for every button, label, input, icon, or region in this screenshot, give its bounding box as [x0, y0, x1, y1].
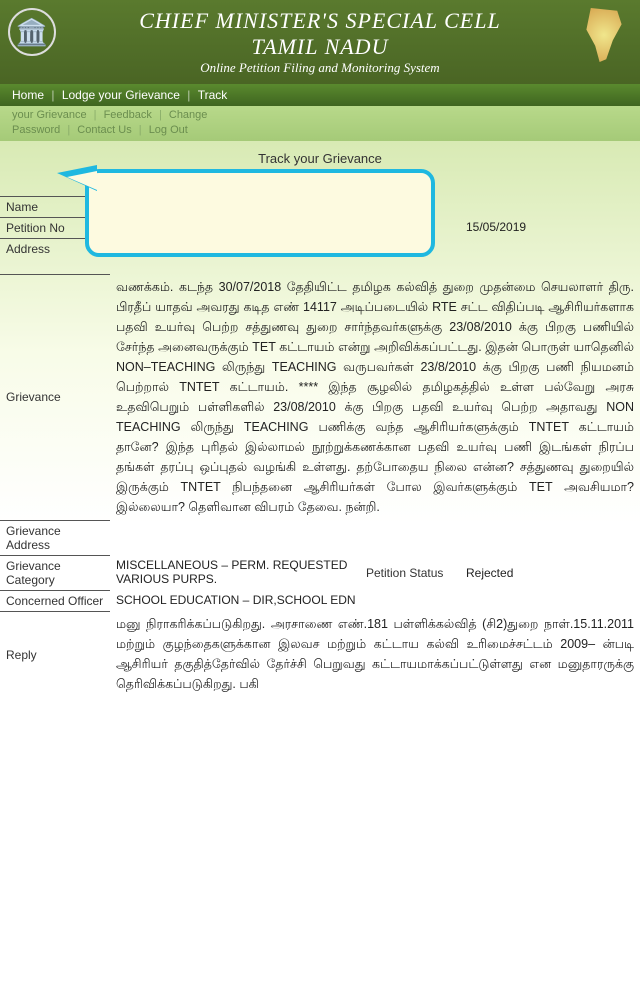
grievance-address-label: Grievance Address [0, 520, 110, 555]
nav-lodge[interactable]: Lodge your Grievance [62, 88, 180, 102]
nav-logout[interactable]: Log Out [149, 124, 188, 136]
grievance-category-value: MISCELLANEOUS – PERM. REQUESTED VARIOUS … [110, 555, 360, 590]
nav-your-grievance[interactable]: your Grievance [12, 109, 87, 121]
nav-secondary: your Grievance | Feedback | Change Passw… [0, 106, 640, 141]
nav-change[interactable]: Change [169, 109, 208, 121]
officer-label: Concerned Officer [0, 590, 110, 611]
content-area: Track your Grievance Name Petition No 15… [0, 141, 640, 991]
nav-password[interactable]: Password [12, 124, 60, 136]
tn-emblem-left: 🏛️ [8, 8, 58, 66]
nav-sep: | [51, 88, 54, 102]
officer-value: SCHOOL EDUCATION – DIR,SCHOOL EDN [110, 590, 640, 611]
nav-contact[interactable]: Contact Us [77, 124, 131, 136]
app-header: 🏛️ CHIEF MINISTER'S SPECIAL CELL TAMIL N… [0, 0, 640, 84]
grievance-label: Grievance [0, 274, 110, 520]
nav-sep: | [139, 124, 142, 136]
petition-date: 15/05/2019 [460, 217, 640, 238]
grievance-address-value [110, 520, 640, 555]
nav-feedback[interactable]: Feedback [104, 109, 152, 121]
nav-home[interactable]: Home [12, 88, 44, 102]
page-title: Track your Grievance [0, 151, 640, 166]
petition-status-value: Rejected [460, 555, 640, 590]
title-line1: CHIEF MINISTER'S SPECIAL CELL [139, 8, 500, 34]
nav-sep: | [94, 109, 97, 121]
nav-track[interactable]: Track [198, 88, 228, 102]
title-line2: TAMIL NADU [139, 34, 500, 60]
redaction-overlay [85, 169, 435, 257]
reply-text: மனு நிராகரிக்கப்படுகிறது. அரசாணை எண்.181… [110, 611, 640, 697]
header-text: CHIEF MINISTER'S SPECIAL CELL TAMIL NADU… [139, 8, 500, 76]
nav-primary: Home | Lodge your Grievance | Track [0, 84, 640, 106]
petition-status-label: Petition Status [360, 555, 460, 590]
grievance-form: Name Petition No 15/05/2019 Address Grie… [0, 196, 640, 698]
header-subtitle: Online Petition Filing and Monitoring Sy… [139, 60, 500, 76]
nav-sep: | [187, 88, 190, 102]
reply-label: Reply [0, 611, 110, 697]
grievance-category-label: Grievance Category [0, 555, 110, 590]
nav-sep: | [159, 109, 162, 121]
grievance-text: வணக்கம். கடந்த 30/07/2018 தேதியிட்ட தமிழ… [110, 274, 640, 520]
nav-sep: | [67, 124, 70, 136]
tn-map-right [582, 8, 632, 66]
